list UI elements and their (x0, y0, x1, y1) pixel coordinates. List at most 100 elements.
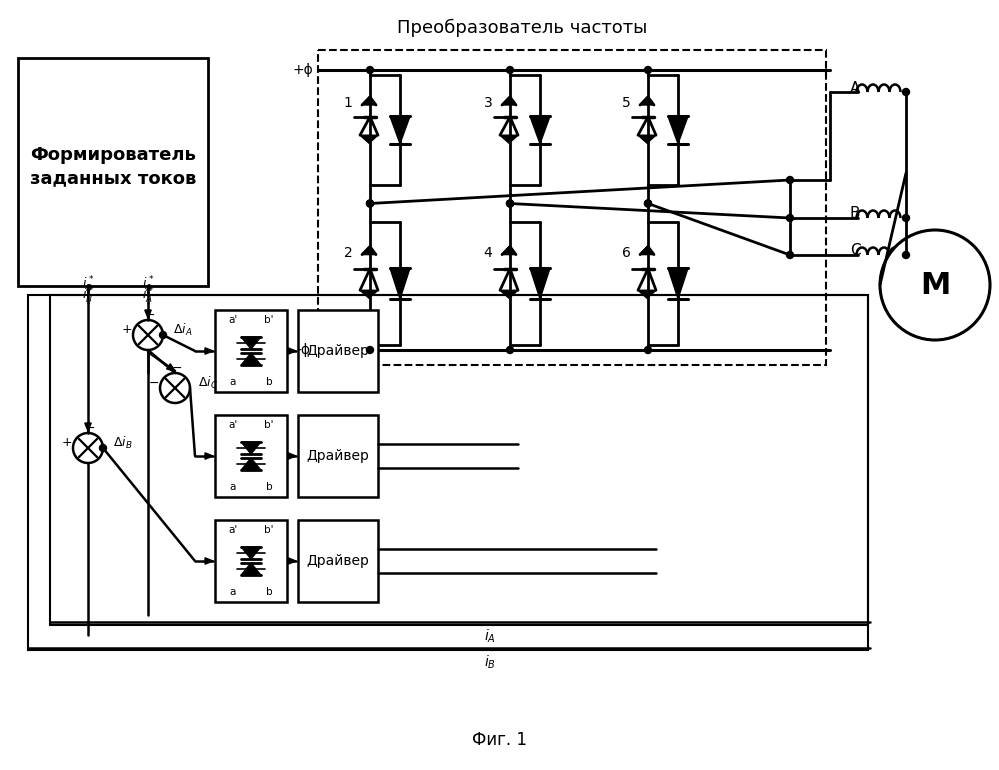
Text: 1: 1 (344, 95, 353, 109)
Polygon shape (85, 423, 91, 431)
Polygon shape (205, 557, 213, 564)
Text: Драйвер: Драйвер (307, 554, 370, 568)
Text: a: a (230, 482, 236, 492)
Polygon shape (640, 246, 654, 255)
Circle shape (644, 200, 651, 207)
Text: $i_A$: $i_A$ (485, 628, 496, 644)
Circle shape (367, 66, 374, 73)
Text: 4: 4 (484, 246, 493, 259)
Polygon shape (362, 97, 376, 105)
Text: B: B (850, 206, 860, 220)
Text: 3: 3 (484, 95, 493, 109)
Text: b': b' (265, 420, 274, 430)
Circle shape (786, 252, 793, 259)
Text: +ϕ: +ϕ (293, 63, 314, 77)
Polygon shape (668, 116, 688, 144)
Text: +: + (122, 323, 132, 336)
Circle shape (160, 373, 190, 403)
Polygon shape (390, 116, 410, 144)
Polygon shape (167, 363, 175, 371)
Circle shape (644, 200, 651, 207)
Text: b': b' (265, 525, 274, 535)
Circle shape (902, 252, 909, 259)
Text: $i_B^*$: $i_B^*$ (82, 275, 94, 295)
Text: a: a (230, 377, 236, 387)
Polygon shape (638, 136, 656, 143)
Bar (298, 520, 378, 602)
Bar (215, 520, 287, 602)
Text: b: b (266, 377, 273, 387)
Text: +: + (62, 436, 72, 448)
Text: b: b (266, 587, 273, 597)
Polygon shape (500, 136, 518, 143)
Text: Драйвер: Драйвер (307, 344, 370, 358)
Circle shape (644, 66, 651, 73)
Polygon shape (530, 268, 550, 299)
Polygon shape (530, 116, 550, 144)
Bar (298, 310, 378, 392)
Polygon shape (390, 268, 410, 299)
Circle shape (367, 200, 374, 207)
Polygon shape (241, 442, 261, 454)
Text: Формирователь: Формирователь (30, 146, 196, 164)
Text: Фиг. 1: Фиг. 1 (472, 731, 526, 749)
Text: $\Delta i_B$: $\Delta i_B$ (113, 435, 133, 451)
Polygon shape (668, 268, 688, 299)
Text: М: М (920, 270, 950, 300)
Text: -ϕ: -ϕ (296, 343, 310, 357)
Text: $\Delta i_A$: $\Delta i_A$ (173, 322, 193, 338)
Text: a': a' (229, 420, 238, 430)
Text: b': b' (265, 315, 274, 325)
Text: $i_A^*$: $i_A^*$ (142, 286, 154, 306)
Polygon shape (145, 310, 151, 318)
Polygon shape (500, 290, 518, 298)
Circle shape (506, 66, 513, 73)
Circle shape (786, 176, 793, 183)
Text: −: − (172, 361, 182, 374)
Circle shape (73, 433, 103, 463)
Bar (215, 415, 287, 497)
Text: 5: 5 (621, 95, 630, 109)
Circle shape (160, 332, 167, 339)
Polygon shape (288, 557, 296, 564)
Bar (18, 58, 208, 286)
Bar (298, 415, 378, 497)
Text: $i_B$: $i_B$ (485, 653, 496, 671)
Bar (215, 310, 287, 392)
Circle shape (786, 215, 793, 222)
Bar (50, 295, 868, 625)
Text: 2: 2 (344, 246, 353, 259)
Polygon shape (241, 458, 261, 470)
Circle shape (506, 200, 513, 207)
Text: A: A (850, 81, 860, 95)
Polygon shape (241, 547, 261, 559)
Polygon shape (205, 348, 213, 354)
Polygon shape (502, 97, 516, 105)
Text: b: b (266, 482, 273, 492)
Text: a': a' (229, 525, 238, 535)
Bar (318, 50, 826, 365)
Text: $i_B^*$: $i_B^*$ (82, 286, 94, 306)
Circle shape (902, 89, 909, 95)
Polygon shape (360, 136, 378, 143)
Text: Драйвер: Драйвер (307, 449, 370, 463)
Polygon shape (502, 246, 516, 255)
Polygon shape (362, 246, 376, 255)
Circle shape (902, 215, 909, 222)
Circle shape (367, 200, 374, 207)
Circle shape (100, 444, 107, 451)
Polygon shape (241, 353, 261, 365)
Text: −: − (149, 377, 159, 390)
Text: a': a' (229, 315, 238, 325)
Text: −: − (85, 421, 95, 434)
Polygon shape (360, 290, 378, 298)
Text: a: a (230, 587, 236, 597)
Circle shape (506, 346, 513, 353)
Text: 6: 6 (621, 246, 630, 259)
Text: C: C (850, 243, 860, 257)
Text: −: − (145, 309, 155, 322)
Circle shape (367, 346, 374, 353)
Polygon shape (638, 290, 656, 298)
Polygon shape (241, 337, 261, 349)
Polygon shape (640, 97, 654, 105)
